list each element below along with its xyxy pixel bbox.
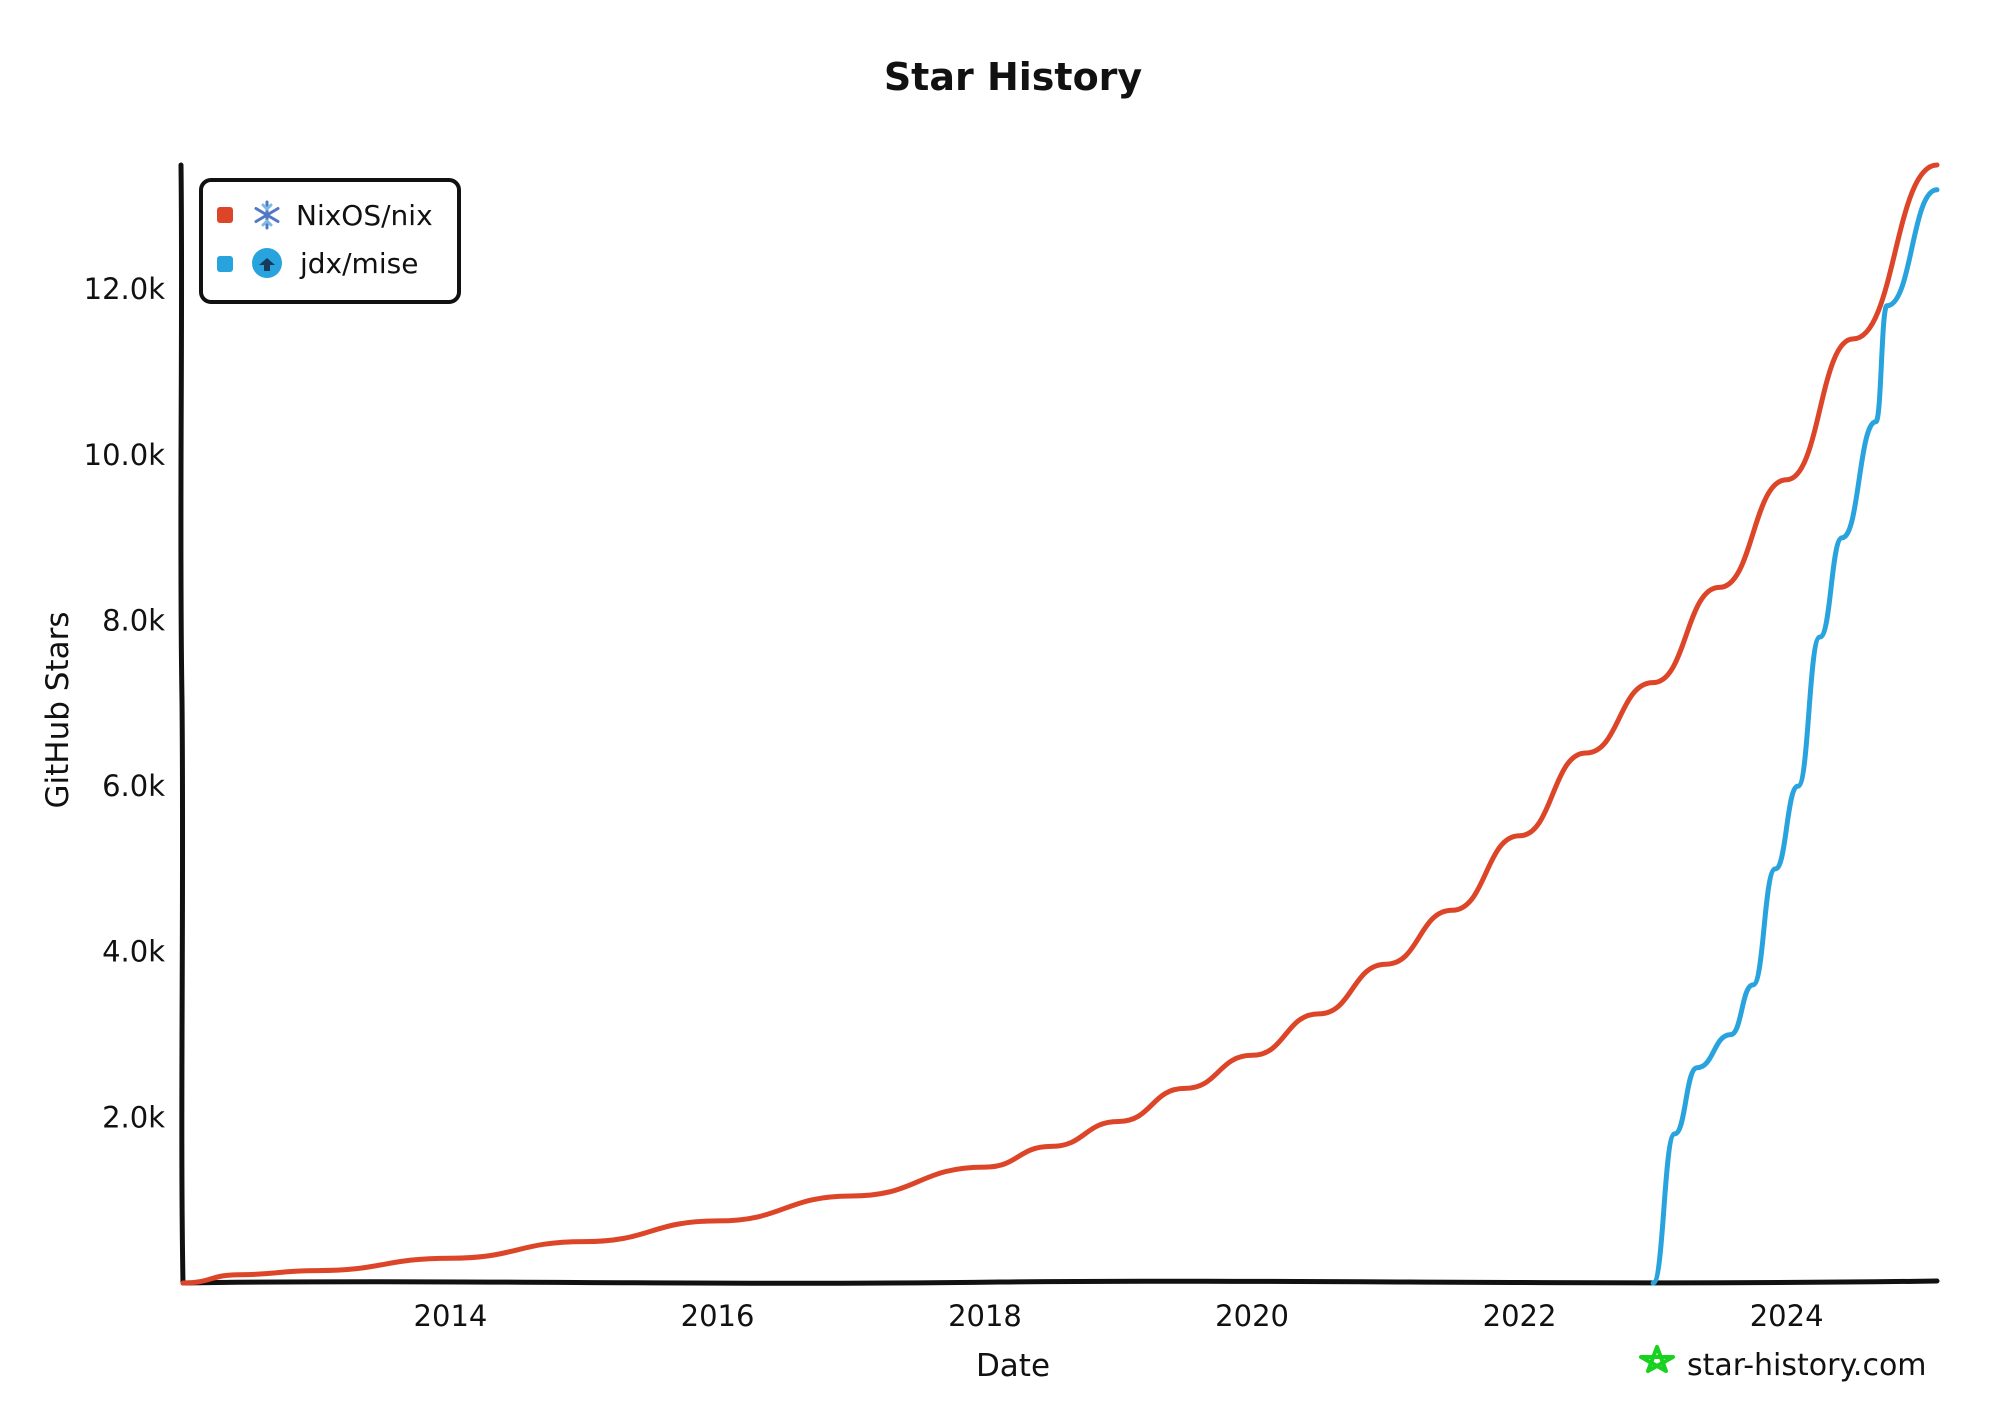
x-tick-label: 2018 <box>948 1299 1022 1333</box>
watermark-text: star-history.com <box>1687 1348 1927 1383</box>
y-tick-labels: 2.0k 4.0k 6.0k 8.0k 10.0k 12.0k <box>84 272 166 1134</box>
x-tick-label: 2024 <box>1750 1299 1824 1333</box>
series-line-mise <box>1650 187 1940 1286</box>
x-axis-line <box>180 1278 1940 1286</box>
star-logo-icon <box>1639 1345 1675 1373</box>
legend-label-mise: jdx/mise <box>299 247 418 280</box>
legend-swatch-mise <box>217 256 233 272</box>
y-tick-label: 10.0k <box>84 438 166 472</box>
chart-axes <box>178 162 1940 1286</box>
legend-label-nix: NixOS/nix <box>296 199 433 232</box>
x-tick-label: 2020 <box>1215 1299 1289 1333</box>
x-tick-label: 2022 <box>1483 1299 1557 1333</box>
y-tick-label: 4.0k <box>102 935 165 969</box>
y-tick-label: 6.0k <box>102 769 165 803</box>
chart-title: Star History <box>884 55 1143 99</box>
legend-swatch-nix <box>217 207 233 223</box>
x-tick-labels: 2014 2016 2018 2020 2022 2024 <box>414 1299 1824 1333</box>
y-tick-label: 12.0k <box>84 272 166 306</box>
y-tick-label: 2.0k <box>102 1100 165 1134</box>
y-axis-label: GitHub Stars <box>40 611 76 808</box>
y-tick-label: 8.0k <box>102 603 165 637</box>
series-line-nix <box>180 162 1940 1286</box>
x-axis-label: Date <box>976 1348 1050 1384</box>
x-tick-label: 2014 <box>414 1299 488 1333</box>
mise-logo-icon <box>252 248 282 278</box>
watermark: star-history.com <box>1639 1345 1927 1383</box>
series-lines <box>180 162 1940 1286</box>
y-axis-line <box>178 162 186 1286</box>
x-tick-label: 2016 <box>681 1299 755 1333</box>
snowflake-icon <box>254 200 280 230</box>
legend: NixOS/nix jdx/mise <box>199 178 461 304</box>
